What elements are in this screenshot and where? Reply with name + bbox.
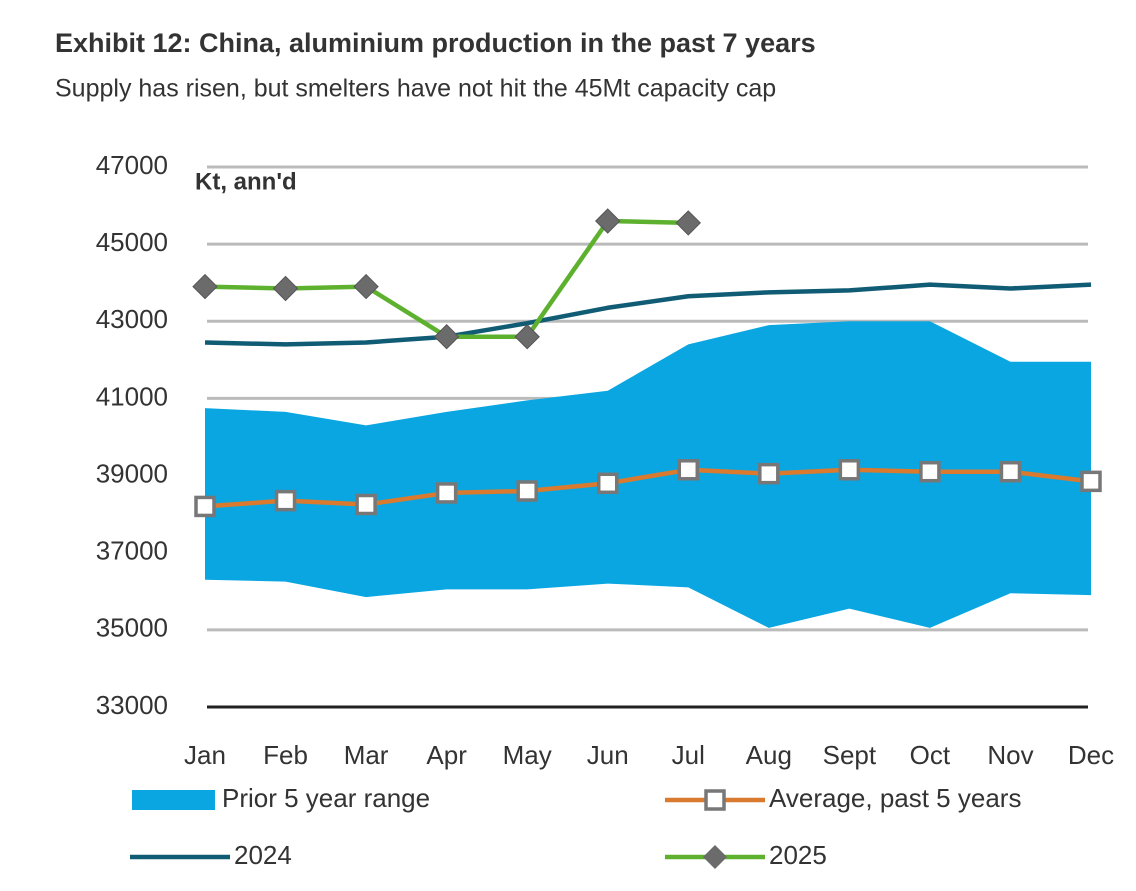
square-marker	[194, 495, 216, 518]
legend-label: 2025	[769, 840, 827, 870]
square-marker	[838, 459, 861, 481]
x-tick-label: Mar	[344, 740, 389, 770]
square-marker	[435, 482, 458, 504]
x-tick-label: Feb	[263, 740, 308, 770]
square-marker	[355, 493, 377, 516]
series-line	[204, 282, 1092, 347]
square-marker	[758, 462, 780, 485]
x-tick-label: May	[503, 740, 552, 770]
diamond-marker	[514, 324, 540, 350]
y-tick-label: 41000	[96, 381, 168, 411]
square-marker	[919, 460, 941, 483]
diamond-marker	[353, 273, 379, 300]
y-tick-label: 47000	[96, 150, 168, 180]
x-tick-label: Aug	[746, 740, 792, 770]
legend-label: Average, past 5 years	[769, 783, 1021, 813]
square-marker	[999, 460, 1022, 483]
square-marker	[516, 480, 538, 502]
x-tick-label: Oct	[910, 740, 951, 770]
y-tick-label: 35000	[96, 613, 168, 643]
y-axis-unit: Kt, ann'd	[195, 168, 297, 195]
series-line	[204, 467, 1092, 509]
legend-label: 2024	[234, 840, 292, 870]
diamond-marker	[192, 273, 218, 300]
square-marker	[274, 489, 297, 512]
diamond-marker	[595, 208, 621, 234]
legend-marker	[703, 845, 727, 869]
y-tick-label: 37000	[96, 536, 168, 566]
chart-title: Exhibit 12: China, aluminium production …	[55, 28, 816, 58]
legend-swatch	[132, 790, 215, 810]
series-line	[204, 218, 689, 339]
legend-label: Prior 5 year range	[222, 783, 430, 813]
x-tick-label: Jun	[587, 740, 629, 770]
x-tick-label: Apr	[426, 740, 467, 770]
diamond-marker	[433, 324, 460, 350]
y-tick-label: 43000	[96, 304, 168, 334]
y-tick-label: 33000	[96, 690, 168, 720]
chart-subtitle: Supply has risen, but smelters have not …	[55, 75, 776, 103]
x-tick-label: Sept	[823, 740, 877, 770]
square-marker	[596, 472, 619, 495]
x-tick-label: Jan	[184, 740, 226, 770]
square-marker	[1080, 470, 1102, 493]
diamond-marker	[272, 275, 299, 302]
x-tick-label: Jul	[672, 740, 705, 770]
diamond-marker	[675, 210, 701, 236]
y-tick-label: 45000	[96, 227, 168, 257]
legend-marker	[704, 789, 726, 811]
x-tick-label: Dec	[1068, 740, 1114, 770]
x-tick-label: Nov	[987, 740, 1033, 770]
y-tick-label: 39000	[96, 458, 168, 488]
square-marker	[677, 459, 700, 481]
